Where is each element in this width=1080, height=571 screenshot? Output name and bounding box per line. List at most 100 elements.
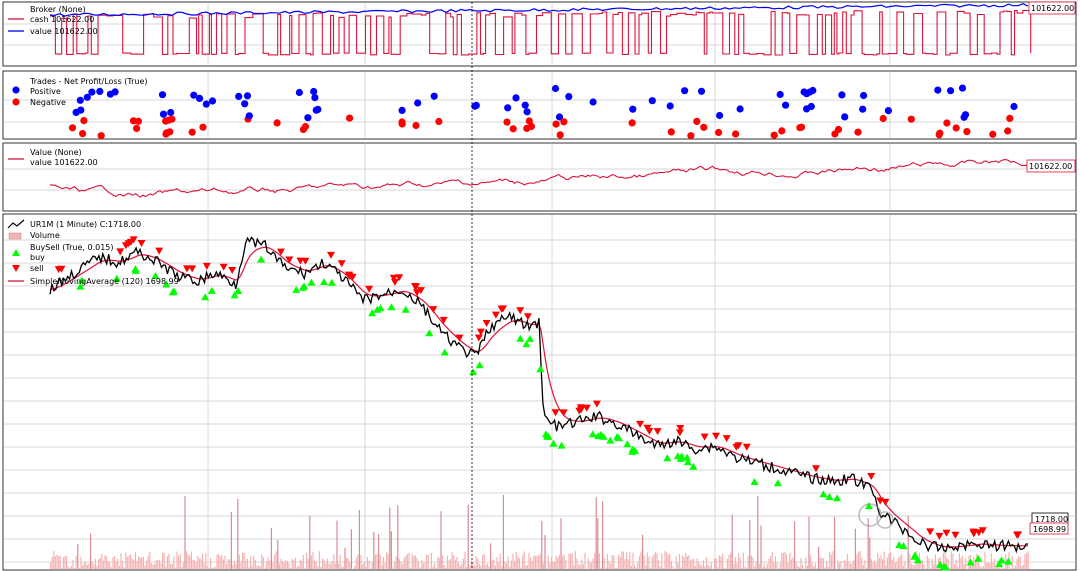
sell-signal	[121, 242, 130, 250]
buy-signal	[683, 453, 692, 461]
volume-bar	[581, 559, 583, 569]
volume-bar	[669, 553, 671, 569]
negative-trade-point	[273, 119, 281, 127]
sell-signal	[327, 251, 335, 259]
volume-bar	[157, 559, 159, 569]
volume-bar	[189, 555, 191, 569]
volume-bar	[64, 555, 66, 569]
sell-signal	[439, 316, 448, 324]
volume-bar	[942, 552, 944, 569]
volume-bar	[333, 554, 335, 569]
volume-bar	[587, 558, 589, 569]
volume-bar	[498, 562, 500, 569]
positive-trade-point	[245, 112, 253, 120]
volume-bar	[326, 558, 328, 569]
volume-bar	[714, 558, 716, 569]
volume-bar	[662, 568, 664, 569]
value-line	[49, 159, 1029, 198]
volume-bar	[646, 552, 648, 569]
volume-bar	[962, 555, 964, 569]
volume-bar	[282, 561, 284, 569]
volume-bar	[342, 567, 344, 569]
volume-bar	[58, 556, 60, 569]
volume-bar	[253, 555, 255, 569]
volume-bar	[506, 563, 508, 569]
volume-bar	[122, 560, 124, 569]
value-panel-grid	[3, 143, 1076, 211]
sell-signal	[389, 274, 398, 282]
volume-bar	[974, 559, 976, 569]
volume-bar	[478, 563, 480, 569]
volume-bar	[74, 567, 76, 569]
volume-bar	[178, 555, 180, 569]
sell-signal	[499, 305, 507, 313]
trades-panel-grid	[3, 71, 1076, 139]
trades-legend-title: Trades - Net Profit/Loss (True)	[29, 77, 148, 86]
volume-bar	[440, 511, 442, 569]
broker-last-value-tag: 101622.00	[1028, 1, 1076, 15]
volume-bar	[957, 566, 959, 569]
volume-bar	[254, 560, 256, 569]
volume-bar	[96, 565, 98, 569]
sell-signal	[285, 256, 294, 264]
volume-bar	[118, 565, 120, 569]
volume-bar	[619, 556, 621, 569]
volume-bar	[693, 558, 695, 569]
volume-bar	[368, 560, 370, 569]
volume-bar	[202, 553, 204, 569]
volume-bar	[565, 560, 567, 569]
volume-bar	[774, 556, 776, 569]
volume-bar	[554, 561, 556, 569]
volume-bar	[851, 562, 853, 569]
positive-trade-point	[736, 105, 744, 113]
volume-bar	[736, 563, 738, 569]
volume-bar	[798, 567, 800, 569]
buy-signal	[833, 494, 842, 502]
volume-bar	[53, 551, 55, 569]
volume-bar	[346, 557, 348, 569]
volume-bar	[461, 564, 463, 569]
volume-bar	[290, 567, 292, 569]
buy-signal	[440, 348, 449, 356]
volume-bar	[482, 555, 484, 569]
volume-bar	[682, 555, 684, 569]
value-panel: Value (None) value 101622.00 101622.00	[2, 142, 1077, 212]
volume-bar	[613, 555, 615, 569]
volume-bar	[978, 562, 980, 569]
buy-signal	[320, 278, 328, 285]
volume-bar	[349, 562, 351, 569]
volume-bar	[594, 553, 596, 569]
volume-bar	[339, 555, 341, 569]
sell-signal	[592, 400, 601, 408]
positive-trade-point	[472, 101, 480, 109]
sell-signal	[812, 465, 820, 473]
volume-bar	[552, 561, 554, 569]
volume-bar	[963, 564, 965, 569]
volume-bar	[307, 558, 309, 569]
sell-signal	[491, 311, 500, 319]
volume-bar	[373, 531, 375, 569]
volume-bar	[242, 552, 244, 569]
volume-bar	[589, 562, 591, 569]
volume-bar	[504, 562, 506, 569]
volume-bar	[438, 558, 440, 569]
volume-bar	[832, 551, 834, 569]
volume-bar	[683, 557, 685, 569]
sell-signal	[183, 265, 191, 273]
volume-bar	[894, 562, 896, 569]
volume-bar	[486, 563, 488, 569]
price-legend: UR1M (1 Minute) C:1718.00 Volume BuySell…	[7, 219, 179, 286]
volume-bar	[949, 567, 951, 569]
volume-bar	[518, 558, 520, 569]
sell-signal	[137, 240, 146, 247]
volume-bar	[538, 555, 540, 569]
buy-signal	[974, 554, 983, 562]
positive-trade-point	[314, 105, 322, 113]
volume-bar	[904, 560, 906, 569]
volume-bar	[386, 552, 388, 569]
volume-bar	[488, 566, 490, 569]
volume-bar	[530, 557, 532, 569]
volume-bar	[350, 529, 352, 569]
positive-trade-point	[776, 90, 784, 99]
volume-bar	[286, 560, 288, 569]
